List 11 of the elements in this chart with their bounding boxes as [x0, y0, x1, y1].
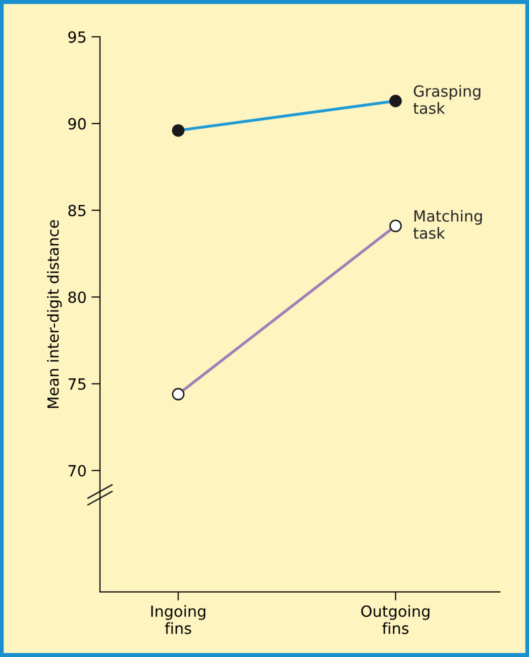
y-tick-label: 90: [68, 118, 86, 130]
y-tick-label: 95: [68, 31, 86, 43]
y-tick-label: 75: [68, 378, 86, 390]
y-tick-label: 70: [68, 464, 86, 477]
series-label: Grasping task: [413, 85, 480, 114]
series-label: Matching task: [413, 210, 482, 239]
x-tick-label: Ingoing fins: [151, 605, 206, 634]
x-tick-label: Outgoing fins: [361, 605, 430, 634]
y-tick-label: 85: [68, 204, 86, 216]
y-tick-label: 80: [68, 291, 86, 304]
y-axis-title: Mean inter-digit distance: [47, 220, 62, 408]
